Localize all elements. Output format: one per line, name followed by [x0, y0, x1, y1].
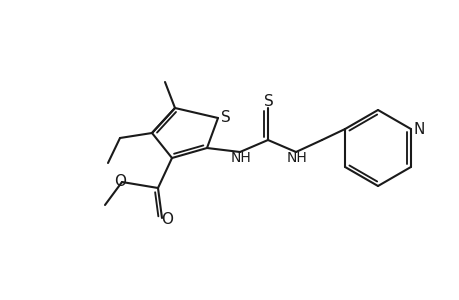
Text: S: S [221, 110, 230, 124]
Text: NH: NH [230, 151, 251, 165]
Text: O: O [114, 173, 126, 188]
Text: NH: NH [286, 151, 307, 165]
Text: N: N [412, 122, 424, 136]
Text: O: O [161, 212, 173, 227]
Text: S: S [263, 94, 273, 109]
